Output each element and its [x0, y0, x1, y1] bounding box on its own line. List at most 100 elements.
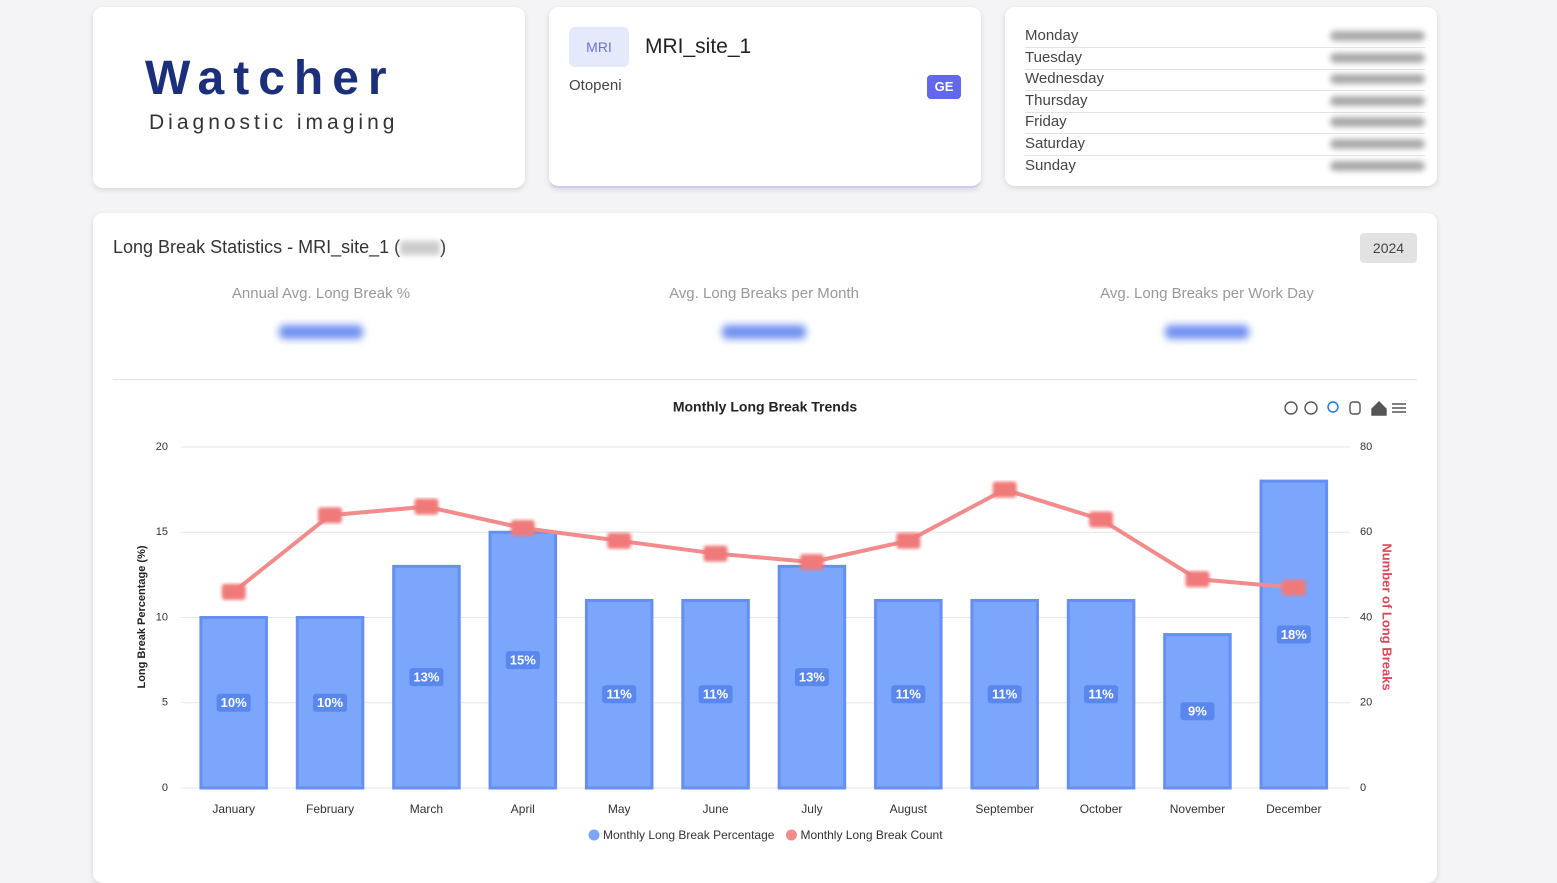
home[interactable] [1371, 401, 1387, 416]
day-name: Sunday [1025, 156, 1076, 174]
logo-card: Watcher Diagnostic imaging [93, 7, 525, 188]
row-divider [1025, 133, 1425, 135]
vendor-badge: GE [927, 75, 961, 99]
site-location: Otopeni [569, 77, 622, 94]
bar-label: 11% [896, 687, 922, 702]
site-card: MRI MRI_site_1 Otopeni GE [549, 7, 981, 188]
y-tick-label: 20 [156, 441, 168, 453]
line-point [318, 507, 343, 524]
day-name: Wednesday [1025, 70, 1104, 88]
zoom-out[interactable] [1304, 401, 1318, 415]
kpi-label: Avg. Long Breaks per Work Day [1100, 285, 1314, 302]
bar-label-bg [891, 685, 926, 704]
y2-tick-label: 60 [1360, 526, 1372, 538]
title-suffix: ) [440, 237, 447, 257]
line-point [1089, 511, 1114, 528]
x-tick-label: August [890, 802, 928, 816]
bar-label: 13% [799, 670, 825, 685]
chart: Monthly Long Break Trends 0 5 10 15 20 0 20 40 6… [136, 399, 1406, 842]
y2-axis-title: Number of Long Breaks [1380, 543, 1395, 690]
blurred-hours [1330, 52, 1425, 63]
bar-label: 10% [317, 695, 343, 710]
day-name: Thursday [1025, 91, 1088, 109]
blurred-hours [1330, 117, 1425, 128]
legend-marker [588, 829, 600, 841]
line-point [414, 498, 439, 515]
bar-label: 9% [1188, 704, 1207, 719]
line-point [799, 554, 824, 571]
bar-label: 10% [221, 695, 247, 710]
bar-label-bg [698, 685, 733, 704]
y-axis-title: Long Break Percentage (%) [136, 545, 148, 688]
y2-tick-label: 80 [1360, 441, 1372, 453]
chart-title: Monthly Long Break Trends [673, 399, 858, 415]
blurred-hours [1330, 74, 1425, 85]
x-tick-label: April [511, 802, 535, 816]
zoom[interactable] [1327, 401, 1339, 413]
legend-marker [785, 829, 797, 841]
bar-label: 11% [703, 687, 729, 702]
kpi-label: Avg. Long Breaks per Month [669, 285, 859, 302]
bar-label: 11% [1088, 687, 1114, 702]
chart-toolbar [1284, 401, 1406, 416]
stats-title: Long Break Statistics - MRI_site_1 () [113, 237, 446, 258]
schedule-card: Monday Tuesday Wednesday Thursday Friday Satu… [1005, 7, 1437, 186]
row-divider [1025, 47, 1425, 48]
kpi-blurred-value [722, 325, 806, 339]
legend-label: Monthly Long Break Count [800, 828, 943, 842]
y-tick-label: 15 [156, 526, 168, 538]
logo-tagline: Diagnostic imaging [149, 111, 399, 134]
modality-badge: MRI [569, 27, 629, 67]
divider [113, 379, 1417, 380]
day-name: Tuesday [1025, 48, 1082, 66]
y2-tick-label: 20 [1360, 697, 1372, 709]
day-name: Saturday [1025, 135, 1086, 152]
logo-name: Watcher [145, 52, 396, 105]
bar-label-bg [313, 693, 348, 712]
legend-label: Monthly Long Break Percentage [603, 828, 775, 842]
line-point [607, 532, 632, 549]
day-name: Friday [1025, 113, 1067, 131]
x-tick-label: July [801, 802, 822, 816]
bar-label: 13% [413, 670, 439, 685]
x-tick-label: May [608, 802, 631, 816]
bar-label-bg [505, 651, 540, 670]
bar-label-bg [602, 685, 637, 704]
x-tick-label: November [1170, 802, 1225, 816]
bar-label: 18% [1281, 627, 1307, 642]
line-point [1185, 571, 1210, 588]
bar-label-bg [1180, 702, 1215, 721]
pan[interactable] [1349, 401, 1361, 415]
y2-tick-label: 40 [1360, 611, 1372, 623]
line-point [703, 545, 728, 562]
bar-label-bg [794, 668, 829, 687]
x-tick-label: January [212, 802, 255, 816]
blurred-hours [1330, 95, 1425, 106]
bar-label-bg [216, 693, 251, 712]
bar-label: 11% [992, 687, 1018, 702]
title-prefix: Long Break Statistics - MRI_site_1 ( [113, 237, 401, 257]
row-divider [1025, 155, 1425, 156]
bar-label: 15% [510, 653, 536, 668]
x-tick-label: September [975, 802, 1034, 816]
row-divider [1025, 111, 1425, 113]
blurred-year [400, 241, 441, 256]
row-divider [1025, 68, 1425, 70]
kpi-label: Annual Avg. Long Break % [231, 285, 411, 302]
blurred-hours [1330, 31, 1425, 41]
line-point [992, 481, 1017, 498]
blurred-hours [1330, 139, 1425, 149]
y-tick-label: 0 [162, 782, 168, 794]
site-name: MRI_site_1 [645, 35, 752, 58]
bar-label-bg [409, 668, 444, 687]
y2-tick-label: 0 [1360, 782, 1366, 794]
line-point [896, 532, 921, 549]
year-button[interactable]: 2024 [1360, 233, 1417, 263]
x-tick-label: December [1266, 802, 1321, 816]
menu[interactable] [1392, 403, 1406, 413]
line-point [510, 519, 535, 536]
zoom-in[interactable] [1284, 401, 1298, 415]
x-tick-label: October [1080, 802, 1123, 816]
